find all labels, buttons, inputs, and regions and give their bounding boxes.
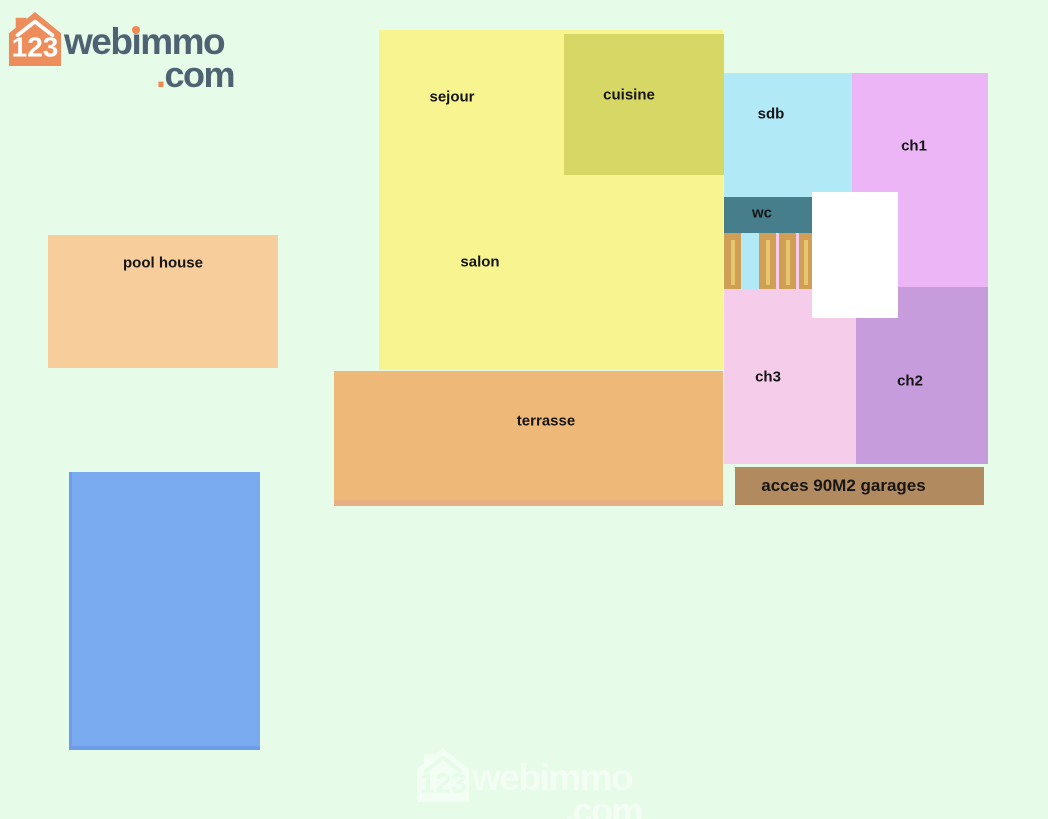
room-label-ch2: ch2 [897, 372, 923, 390]
room-label-garage-access: acces 90M2 garages [761, 476, 926, 495]
room-label-sdb: sdb [757, 105, 785, 123]
stair-plank [759, 233, 776, 289]
room-label-ch3: ch3 [755, 368, 781, 386]
logo-tld-word: com [164, 54, 235, 95]
logo-tld-dot: . [155, 54, 166, 95]
watermark-tld-word: com [572, 790, 643, 819]
stair-plank-stripe [730, 240, 735, 285]
watermark-tld-dot: . [563, 790, 574, 819]
room-label-cuisine: cuisine [603, 86, 655, 104]
watermark-text: webimmo .com [472, 744, 644, 819]
unlabeled-white-area [812, 192, 898, 318]
swimming-pool [69, 472, 260, 750]
logo-word: webimmo [64, 21, 234, 62]
house-logo-icon: 123 [8, 12, 62, 66]
logo-number: 123 [12, 31, 59, 62]
logo-word-pre: web [64, 21, 133, 62]
stair-plank-stripe [803, 240, 808, 285]
stairs [724, 233, 812, 289]
room-label-terrasse: terrasse [516, 412, 576, 430]
room-label-ch1: ch1 [901, 137, 927, 155]
logo-tld: .com [64, 57, 236, 93]
stair-plank [724, 233, 741, 289]
garage-access-strip: acces 90M2 garages [735, 467, 984, 505]
webimmo-watermark: 123 webimmo .com [416, 744, 644, 819]
room-sdb: sdb [724, 73, 852, 197]
stair-plank-stripe [785, 240, 790, 285]
room-label-sejour: sejour [429, 88, 475, 106]
watermark-number: 123 [420, 767, 467, 798]
logo-text: webimmo .com [64, 8, 236, 93]
watermark-word: webimmo [472, 757, 634, 798]
stair-plank-stripe [765, 240, 770, 285]
room-wc: wc [724, 197, 812, 233]
logo-word-post: mmo [140, 21, 225, 62]
stair-plank [779, 233, 796, 289]
room-label-salon: salon [460, 253, 500, 271]
logo-word-i: i [131, 21, 141, 62]
room-pool-house: pool house [48, 235, 278, 368]
watermark-house-icon: 123 [416, 748, 470, 802]
stairs-landing [741, 233, 759, 289]
room-cuisine: cuisine [564, 34, 724, 175]
stair-plank [799, 233, 812, 289]
room-ch1: ch1 [852, 73, 988, 287]
webimmo-logo: 123 webimmo .com [8, 8, 236, 93]
room-label-wc: wc [751, 204, 773, 222]
room-label-pool-house: pool house [123, 254, 203, 272]
room-terrasse: terrasse [334, 371, 723, 506]
watermark-tld: .com [472, 793, 644, 819]
